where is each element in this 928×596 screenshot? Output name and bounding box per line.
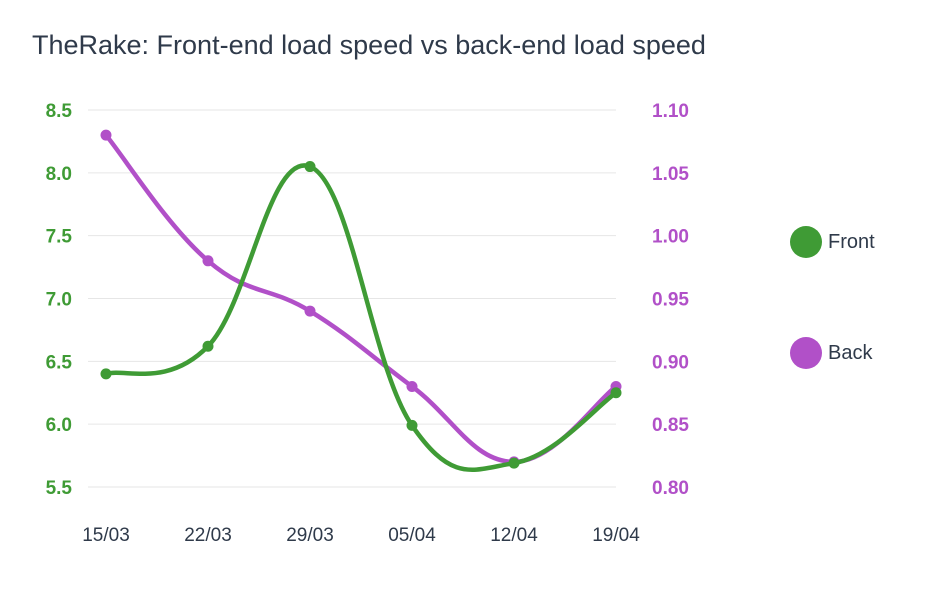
data-point-front xyxy=(508,457,520,469)
x-tick-label: 19/04 xyxy=(592,525,640,546)
y-right-tick-label: 0.80 xyxy=(652,478,689,499)
y-right-tick-label: 1.10 xyxy=(652,101,689,122)
y-right-tick-label: 1.00 xyxy=(652,227,689,248)
y-left-tick-label: 7.5 xyxy=(46,227,73,248)
data-point-front xyxy=(100,368,112,380)
data-point-front xyxy=(406,419,418,431)
y-left-tick-label: 5.5 xyxy=(46,478,73,499)
legend-marker-icon xyxy=(790,226,822,258)
y-left-tick-label: 7.0 xyxy=(46,290,72,311)
legend-marker-icon xyxy=(790,337,822,369)
x-tick-label: 22/03 xyxy=(184,525,232,546)
x-tick-label: 15/03 xyxy=(82,525,130,546)
x-tick-label: 12/04 xyxy=(490,525,538,546)
data-point-back xyxy=(304,305,316,317)
legend-item-back[interactable]: Back xyxy=(790,337,872,369)
data-point-front xyxy=(202,340,214,352)
y-right-tick-label: 1.05 xyxy=(652,164,689,185)
y-left-tick-label: 6.5 xyxy=(46,352,73,373)
y-right-tick-label: 0.95 xyxy=(652,290,689,311)
y-left-tick-label: 8.0 xyxy=(46,164,72,185)
chart-title: TheRake: Front-end load speed vs back-en… xyxy=(32,30,706,60)
legend-item-front[interactable]: Front xyxy=(790,226,875,258)
data-point-front xyxy=(304,161,316,173)
legend-label: Back xyxy=(828,341,873,364)
legend-label: Front xyxy=(828,230,875,253)
x-tick-label: 05/04 xyxy=(388,525,436,546)
y-right-tick-label: 0.90 xyxy=(652,352,689,373)
x-tick-label: 29/03 xyxy=(286,525,334,546)
y-right-tick-label: 0.85 xyxy=(652,415,689,436)
data-point-back xyxy=(202,255,214,267)
y-left-tick-label: 6.0 xyxy=(46,415,72,436)
data-point-back xyxy=(100,129,112,141)
data-point-front xyxy=(610,387,622,399)
data-point-back xyxy=(406,380,418,392)
y-left-tick-label: 8.5 xyxy=(46,101,73,122)
